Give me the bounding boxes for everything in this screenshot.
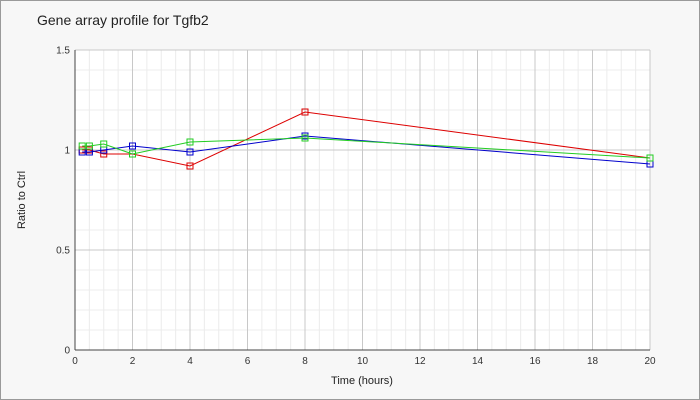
data-point-marker: [100, 140, 108, 148]
data-point-marker: [129, 142, 136, 150]
data-point-marker: [85, 142, 93, 150]
x-tick-label: 4: [187, 356, 193, 367]
data-point-marker: [186, 148, 194, 156]
data-point-marker: [646, 154, 654, 162]
data-point-marker: [186, 138, 194, 146]
y-tick-labels: 0 0.5 1 1.5: [56, 46, 70, 357]
x-tick-label: 0: [72, 356, 78, 367]
series-line: [82, 135, 651, 165]
x-tick-label: 12: [414, 356, 426, 367]
y-axis-label: Ratio to Ctrl: [16, 171, 28, 229]
y-tick-label: 1.5: [56, 46, 70, 57]
data-point-marker: [186, 162, 194, 170]
x-tick-label: 2: [130, 356, 136, 367]
y-tick-label: 0.5: [56, 246, 70, 257]
x-axis-label: Time (hours): [331, 375, 393, 387]
x-tick-labels: 0 2 4 6 8 10 12 14 16 18 20: [72, 356, 656, 367]
y-tick-label: 1: [64, 146, 70, 157]
y-tick-label: 0: [64, 346, 70, 357]
data-point-marker: [301, 134, 309, 142]
x-tick-label: 10: [357, 356, 369, 367]
data-point-marker: [78, 142, 86, 150]
series-3: [78, 134, 654, 162]
series-line: [82, 137, 651, 159]
x-tick-label: 20: [644, 356, 656, 367]
chart-title: Gene array profile for Tgfb2: [37, 12, 209, 28]
x-tick-label: 8: [302, 356, 308, 367]
x-tick-label: 6: [245, 356, 251, 367]
x-tick-label: 16: [529, 356, 541, 367]
data-point-marker: [100, 150, 108, 158]
data-point-marker: [129, 150, 136, 158]
series-layer: [78, 108, 654, 170]
data-point-marker: [301, 108, 309, 116]
x-tick-label: 18: [587, 356, 599, 367]
x-tick-label: 14: [472, 356, 484, 367]
